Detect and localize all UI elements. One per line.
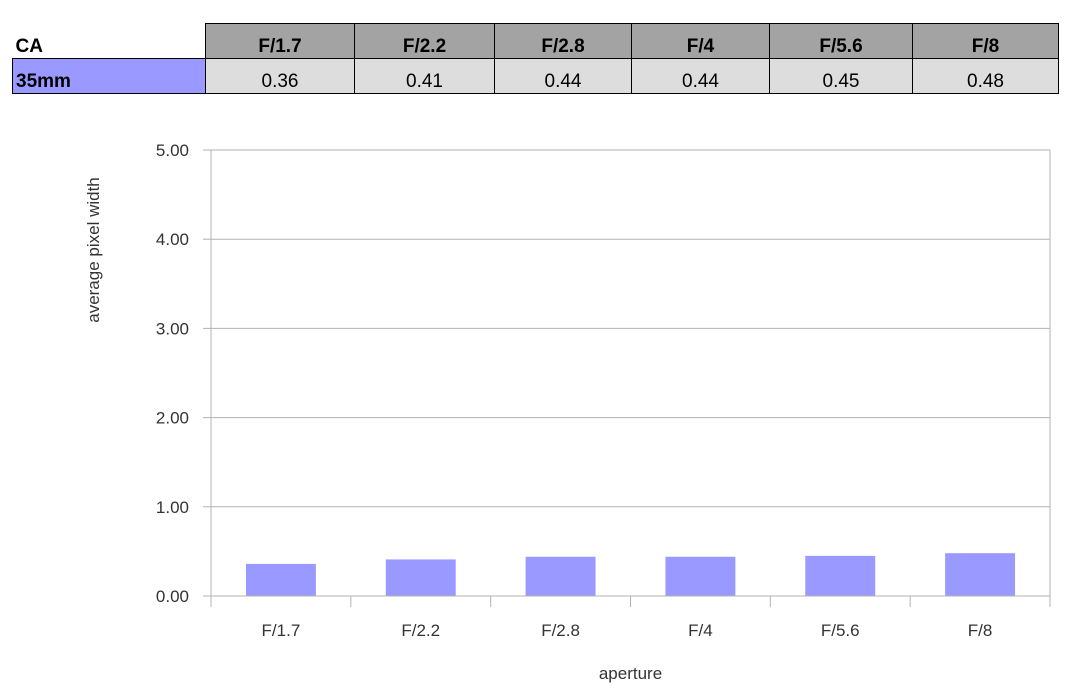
x-tick-label: F/5.6 xyxy=(821,621,860,640)
table-cell: 0.41 xyxy=(354,58,495,94)
table-row-label: 35mm xyxy=(12,58,206,94)
x-tick-label: F/4 xyxy=(688,621,713,640)
y-tick-label: 5.00 xyxy=(156,141,189,160)
chart-tick-labels: 0.00 1.00 2.00 3.00 4.00 5.00 F/1.7 F/2.2 F/2.8 F… xyxy=(156,141,992,640)
table-cell: 0.48 xyxy=(912,58,1059,94)
bar xyxy=(805,555,876,596)
chart-gridlines xyxy=(211,149,1050,597)
y-tick-label: 3.00 xyxy=(156,319,189,338)
table-column-header: F/1.7 xyxy=(205,23,355,59)
table-column-header: F/8 xyxy=(912,23,1059,59)
y-axis-title: average pixel width xyxy=(84,177,103,323)
x-tick-label: F/2.2 xyxy=(401,621,440,640)
x-tick-label: F/8 xyxy=(968,621,993,640)
bar xyxy=(385,559,456,596)
x-tick-label: F/2.8 xyxy=(541,621,580,640)
y-tick-label: 4.00 xyxy=(156,230,189,249)
table-cell: 0.44 xyxy=(631,58,770,94)
chart-bars xyxy=(245,553,1016,596)
y-tick-label: 2.00 xyxy=(156,409,189,428)
table-cell: 0.45 xyxy=(769,58,913,94)
bar xyxy=(945,553,1016,596)
table-column-header: F/2.2 xyxy=(354,23,495,59)
chart-axes xyxy=(203,149,1051,607)
table-corner-label: CA xyxy=(12,23,206,59)
y-tick-label: 1.00 xyxy=(156,498,189,517)
table-column-header: F/5.6 xyxy=(769,23,913,59)
x-tick-label: F/1.7 xyxy=(262,621,301,640)
table-header-row: CA F/1.7 F/2.2 F/2.8 F/4 F/5.6 F/8 xyxy=(12,23,1059,59)
ca-data-table: CA F/1.7 F/2.2 F/2.8 F/4 F/5.6 F/8 35mm … xyxy=(12,23,1059,94)
bar xyxy=(665,556,736,596)
table-cell: 0.44 xyxy=(494,58,632,94)
bar xyxy=(245,563,316,596)
table-row: 35mm 0.36 0.41 0.44 0.44 0.45 0.48 xyxy=(12,58,1059,94)
bar xyxy=(525,556,596,596)
x-axis-title: aperture xyxy=(599,664,662,683)
y-tick-label: 0.00 xyxy=(156,587,189,606)
table-cell: 0.36 xyxy=(205,58,355,94)
